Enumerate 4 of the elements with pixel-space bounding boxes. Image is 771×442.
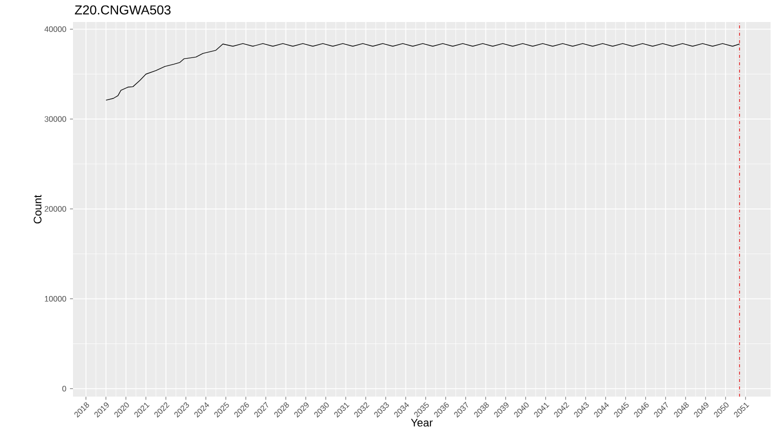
line-series — [106, 43, 740, 101]
chart-title: Z20.CNGWA503 — [74, 5, 171, 15]
x-axis-title: Year — [410, 419, 433, 427]
y-axis-title: Count — [34, 194, 42, 224]
